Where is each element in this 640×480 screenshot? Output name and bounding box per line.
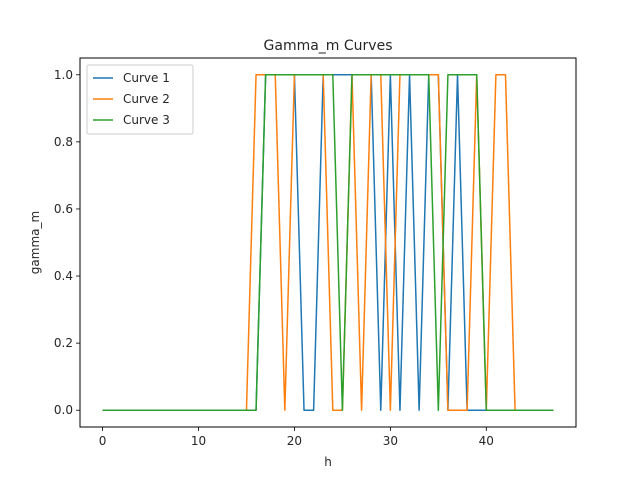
legend-label-3: Curve 3: [123, 113, 170, 127]
legend: Curve 1 Curve 2 Curve 3: [86, 64, 194, 135]
x-tick-label: 30: [383, 434, 398, 448]
x-axis-label: h: [324, 455, 332, 469]
plot-frame: [79, 57, 577, 428]
legend-label-1: Curve 1: [123, 71, 170, 85]
y-tick-label: 0.6: [54, 202, 73, 216]
legend-label-2: Curve 2: [123, 92, 170, 106]
y-tick-label: 0.8: [54, 135, 73, 149]
legend-box: [86, 64, 194, 135]
x-tick-label: 0: [99, 434, 107, 448]
x-axis: 0 10 20 30 40: [99, 427, 494, 448]
y-axis-label: gamma_m: [28, 211, 42, 274]
y-axis: 0.0 0.2 0.4 0.6 0.8 1.0: [54, 68, 80, 417]
series-line-3: [102, 74, 554, 411]
x-tick-label: 40: [479, 434, 494, 448]
chart-title: Gamma_m Curves: [264, 38, 393, 54]
y-tick-label: 1.0: [54, 68, 73, 82]
y-tick-label: 0.2: [54, 336, 73, 350]
x-tick-label: 20: [287, 434, 302, 448]
y-tick-label: 0.0: [54, 403, 73, 417]
series-layer: [102, 74, 554, 411]
x-tick-label: 10: [191, 434, 206, 448]
y-tick-label: 0.4: [54, 269, 73, 283]
